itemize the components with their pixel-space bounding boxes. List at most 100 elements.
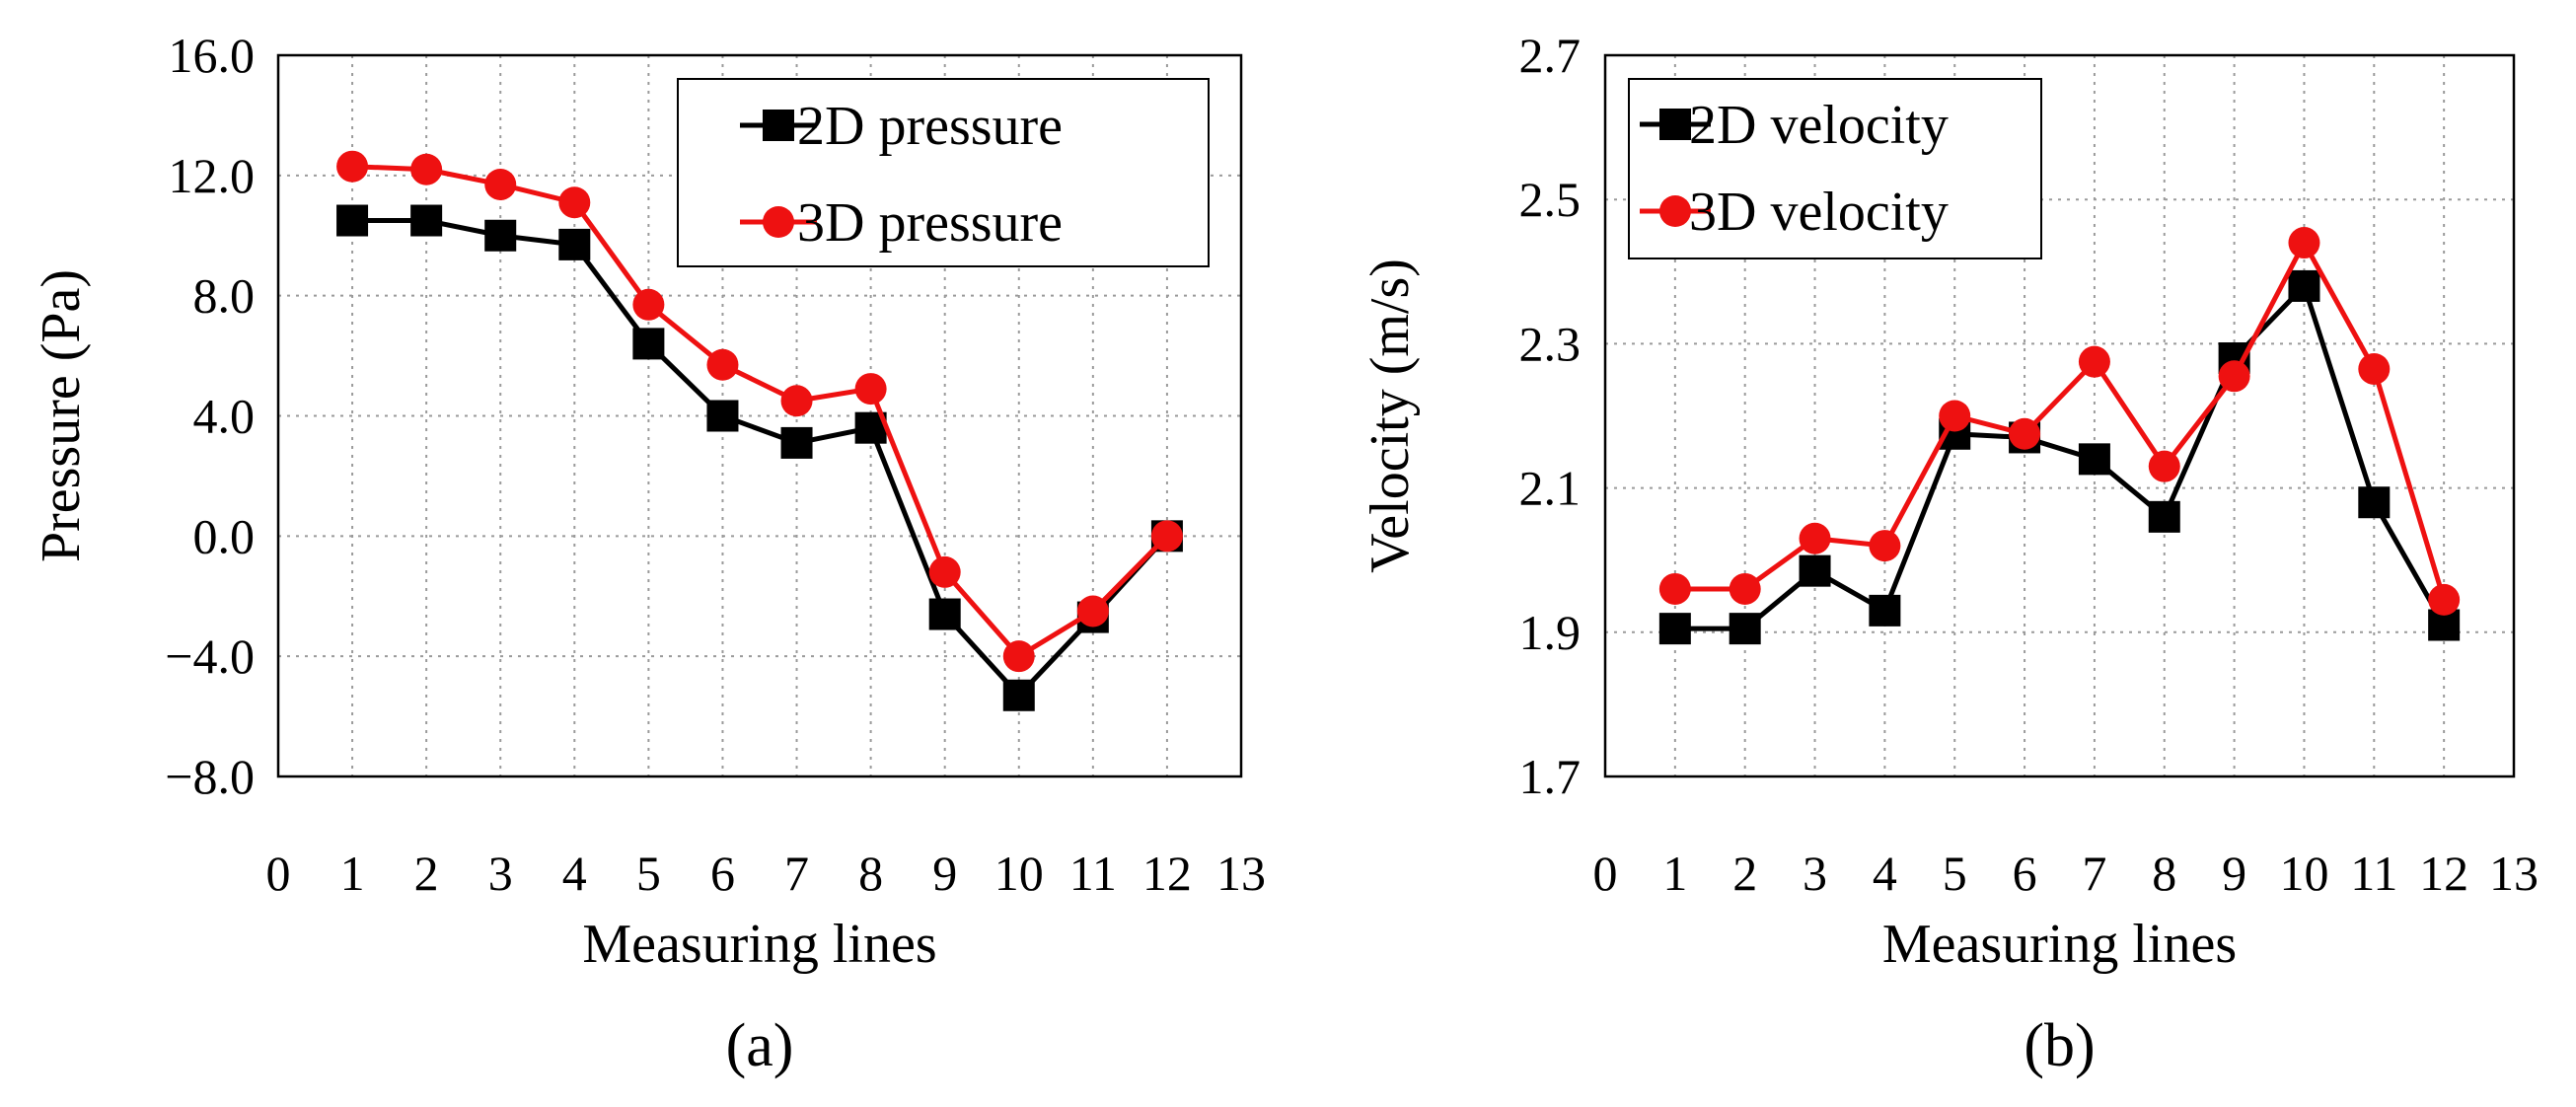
data-point-square	[2148, 500, 2180, 533]
x-tick-label: 8	[858, 846, 883, 901]
y-tick-label: 4.0	[193, 389, 256, 444]
x-tick-label: 5	[1943, 846, 1967, 901]
data-point-square	[1002, 679, 1035, 711]
data-point-circle	[336, 150, 369, 183]
data-point-square	[1799, 554, 1831, 587]
x-tick-label: 7	[2082, 846, 2106, 901]
data-point-circle	[1939, 400, 1971, 432]
data-point-square	[632, 328, 665, 360]
data-point-square	[928, 598, 961, 630]
y-axis-title: Pressure (Pa)	[31, 269, 92, 562]
data-point-circle	[558, 186, 591, 219]
x-tick-label: 9	[932, 846, 957, 901]
legend-marker-circle	[763, 206, 794, 238]
y-tick-label: 2.3	[1519, 316, 1582, 371]
data-point-circle	[1869, 530, 1901, 562]
data-point-square	[2078, 443, 2110, 476]
data-point-square	[1729, 613, 1761, 645]
y-tick-label: −8.0	[165, 749, 255, 804]
y-tick-label: 2.7	[1519, 28, 1582, 83]
x-tick-label: 2	[414, 846, 439, 901]
x-tick-label: 10	[2279, 846, 2328, 901]
x-tick-label: 1	[1662, 846, 1687, 901]
y-tick-label: 2.5	[1519, 172, 1582, 227]
legend-label: 3D pressure	[797, 192, 1063, 254]
x-tick-label: 3	[488, 846, 513, 901]
data-point-square	[2358, 486, 2391, 519]
data-point-square	[2288, 269, 2320, 302]
data-point-circle	[410, 153, 443, 185]
data-point-circle	[2078, 345, 2110, 378]
y-tick-label: 1.9	[1519, 605, 1582, 660]
y-tick-label: 12.0	[169, 148, 256, 203]
x-tick-label: 9	[2222, 846, 2246, 901]
x-tick-label: 11	[2350, 846, 2397, 901]
data-point-circle	[854, 373, 887, 406]
y-tick-label: 1.7	[1519, 749, 1582, 804]
x-tick-label: 0	[1593, 846, 1618, 901]
data-point-circle	[1002, 640, 1035, 673]
legend-label: 2D velocity	[1689, 95, 1949, 156]
y-tick-label: 8.0	[193, 268, 256, 324]
x-tick-label: 12	[1142, 846, 1192, 901]
data-point-circle	[1799, 522, 1831, 554]
x-tick-label: 2	[1732, 846, 1757, 901]
data-point-circle	[2288, 227, 2320, 259]
x-tick-label: 12	[2419, 846, 2468, 901]
data-point-circle	[1729, 572, 1761, 605]
data-point-square	[1869, 594, 1901, 627]
x-tick-label: 11	[1069, 846, 1117, 901]
x-tick-label: 10	[994, 846, 1044, 901]
legend-marker-square	[763, 110, 794, 141]
data-point-circle	[928, 555, 961, 588]
plot-frame	[276, 53, 1243, 778]
legend-label: 3D velocity	[1689, 182, 1949, 243]
x-tick-label: 1	[340, 846, 365, 901]
x-tick-label: 13	[1216, 846, 1266, 901]
x-tick-label: 0	[266, 846, 291, 901]
x-tick-label: 4	[1873, 846, 1897, 901]
data-point-circle	[484, 168, 517, 200]
legend-marker-circle	[1659, 195, 1691, 227]
x-tick-label: 6	[710, 846, 735, 901]
data-point-circle	[2358, 352, 2391, 385]
panel-b-velocity-chart: 2.72.52.32.11.91.70 1 2 3 4 5 6 7 8 9 10 11 12 13Meas…	[1360, 28, 2539, 1079]
data-point-square	[706, 400, 739, 432]
y-tick-label: 2.1	[1519, 461, 1582, 516]
data-point-square	[484, 219, 517, 252]
y-tick-label: −4.0	[165, 628, 255, 684]
series-line-2d	[352, 218, 1169, 699]
data-point-circle	[632, 288, 665, 321]
panel-label: (b)	[2024, 1012, 2095, 1079]
data-point-circle	[780, 385, 813, 417]
data-point-circle	[706, 348, 739, 381]
legend-marker-square	[1659, 109, 1691, 140]
plot-frame	[1603, 53, 2516, 778]
data-point-circle	[1658, 572, 1691, 605]
data-point-circle	[2218, 360, 2250, 393]
data-point-square	[558, 228, 591, 260]
x-tick-label: 7	[784, 846, 809, 901]
data-point-square	[336, 204, 369, 237]
data-point-circle	[2428, 583, 2461, 616]
x-tick-label: 3	[1803, 846, 1827, 901]
data-point-circle	[1076, 595, 1109, 627]
data-point-circle	[2009, 417, 2041, 450]
x-tick-label: 4	[562, 846, 587, 901]
y-tick-label: 16.0	[169, 28, 256, 83]
data-point-square	[780, 426, 813, 459]
data-point-circle	[2148, 450, 2180, 482]
panel-label: (a)	[726, 1012, 794, 1079]
x-axis-title: Measuring lines	[1882, 914, 2237, 975]
legend-label: 2D pressure	[797, 96, 1063, 157]
data-point-square	[410, 204, 443, 237]
x-tick-label: 6	[2013, 846, 2037, 901]
legend-box	[1628, 78, 2042, 259]
y-tick-label: 0.0	[193, 508, 256, 563]
x-axis-title: Measuring lines	[582, 914, 936, 975]
x-tick-label: 13	[2489, 846, 2539, 901]
series-line-3d	[1674, 240, 2447, 601]
series-line-2d	[1674, 283, 2447, 631]
data-point-circle	[1150, 520, 1183, 553]
